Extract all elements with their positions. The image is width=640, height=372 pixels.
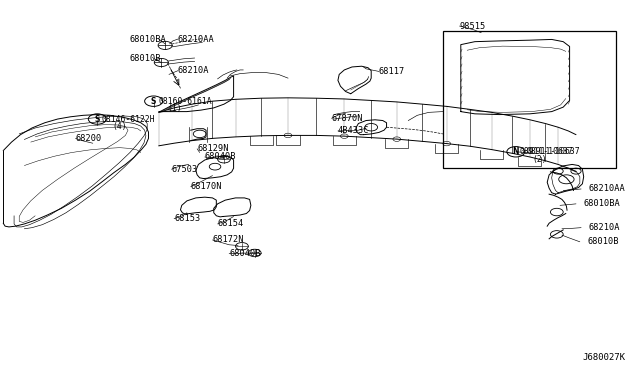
Text: 68210AA: 68210AA [178,35,214,44]
Text: 98515: 98515 [460,22,486,31]
Text: 68040B: 68040B [205,153,236,161]
Text: 68210A: 68210A [589,223,620,232]
Text: 68010BA: 68010BA [584,199,620,208]
Text: 68210A: 68210A [178,66,209,75]
Text: 68129N: 68129N [197,144,228,153]
Text: 08160-6161A: 08160-6161A [159,97,212,106]
Text: 67503: 67503 [172,165,198,174]
Text: S: S [151,97,156,106]
Text: (2): (2) [532,155,547,164]
Text: J680027K: J680027K [583,353,626,362]
Text: 68170N: 68170N [191,182,222,191]
Text: 68172N: 68172N [212,235,244,244]
Text: N: N [513,147,519,156]
Text: 68040B: 68040B [229,249,260,258]
Text: (4): (4) [112,122,127,131]
Text: 68153: 68153 [174,214,200,223]
Text: 08146-6122H: 08146-6122H [101,115,155,124]
Text: 68154: 68154 [218,219,244,228]
Text: 68010B: 68010B [130,54,161,63]
Text: 08911-10637: 08911-10637 [526,147,580,156]
Text: 67870N: 67870N [332,114,363,123]
Text: S: S [95,115,100,124]
Bar [443,31,616,168]
Text: 68117: 68117 [379,67,405,76]
Text: 68010BA: 68010BA [130,35,166,44]
Text: 4B433C: 4B433C [338,126,369,135]
Text: 68200: 68200 [76,134,102,143]
Text: 68210AA: 68210AA [589,185,625,193]
Text: 68010B: 68010B [588,237,619,246]
Text: (1): (1) [168,104,182,113]
Text: 08911-10637: 08911-10637 [520,147,573,156]
